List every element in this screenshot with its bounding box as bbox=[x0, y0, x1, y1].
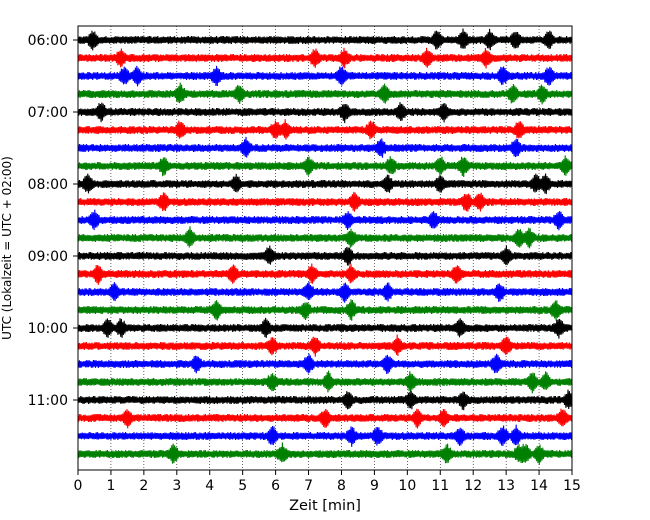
trace-lines bbox=[77, 28, 573, 465]
y-tick-label: 06:00 bbox=[28, 33, 68, 49]
x-tick-label: 8 bbox=[337, 478, 346, 494]
x-axis-label: Zeit [min] bbox=[289, 498, 361, 514]
x-tick-label: 1 bbox=[106, 478, 115, 494]
trace-1015 bbox=[77, 334, 573, 357]
trace-1130 bbox=[77, 424, 573, 447]
trace-0800 bbox=[77, 173, 573, 195]
x-tick-label: 9 bbox=[370, 478, 379, 494]
plot-frame bbox=[77, 25, 573, 471]
trace-1100 bbox=[77, 389, 573, 411]
y-tick-label: 11:00 bbox=[28, 393, 68, 409]
trace-1145 bbox=[77, 442, 573, 465]
trace-0615 bbox=[77, 47, 573, 69]
x-tick-label: 2 bbox=[139, 478, 148, 494]
trace-0830 bbox=[77, 209, 573, 231]
trace-0630 bbox=[77, 65, 573, 87]
trace-0600 bbox=[77, 28, 573, 51]
y-tick-label: 08:00 bbox=[28, 177, 68, 193]
x-tick-label: 12 bbox=[464, 478, 482, 494]
y-axis-label: UTC (Lokalzeit = UTC + 02:00) bbox=[0, 156, 14, 340]
trace-0930 bbox=[77, 281, 573, 303]
x-tick-label: 13 bbox=[497, 478, 515, 494]
x-tick-label: 7 bbox=[304, 478, 313, 494]
trace-0815 bbox=[77, 191, 573, 212]
trace-0900 bbox=[77, 245, 573, 266]
trace-1045 bbox=[77, 370, 573, 394]
x-tick-label: 11 bbox=[431, 478, 449, 494]
x-axis-ticks: 0 1 2 3 4 5 6 7 8 9 10 11 12 13 14 15 bbox=[74, 470, 581, 494]
x-tick-label: 4 bbox=[205, 478, 214, 494]
trace-0745 bbox=[77, 155, 573, 178]
x-tick-label: 0 bbox=[74, 478, 83, 494]
trace-0700 bbox=[77, 102, 573, 124]
y-tick-label: 09:00 bbox=[28, 249, 68, 265]
x-tick-label: 14 bbox=[530, 478, 548, 494]
y-tick-label: 07:00 bbox=[28, 105, 68, 121]
x-tick-label: 5 bbox=[238, 478, 247, 494]
trace-0945 bbox=[77, 299, 573, 321]
trace-1115 bbox=[77, 408, 573, 429]
trace-1030 bbox=[77, 353, 573, 375]
trace-0845 bbox=[77, 226, 573, 249]
trace-0715 bbox=[77, 119, 573, 140]
y-tick-label: 10:00 bbox=[28, 321, 68, 337]
trace-1000 bbox=[77, 317, 573, 339]
trace-0645 bbox=[77, 82, 573, 105]
trace-0730 bbox=[77, 136, 573, 158]
y-axis-ticks: 06:00 07:00 08:00 09:00 10:00 11:00 bbox=[28, 33, 78, 409]
x-tick-label: 3 bbox=[172, 478, 181, 494]
grid-lines bbox=[110, 26, 540, 470]
x-tick-label: 6 bbox=[271, 478, 280, 494]
x-tick-label: 15 bbox=[563, 478, 581, 494]
trace-0915 bbox=[77, 263, 573, 285]
x-tick-label: 10 bbox=[398, 478, 416, 494]
